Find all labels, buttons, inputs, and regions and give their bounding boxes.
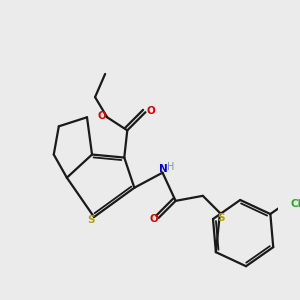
- Text: S: S: [87, 215, 94, 225]
- Text: O: O: [149, 214, 158, 224]
- Text: S: S: [217, 213, 224, 223]
- Text: O: O: [98, 111, 106, 121]
- Text: H: H: [167, 162, 174, 172]
- Text: Cl: Cl: [290, 200, 300, 209]
- Text: O: O: [146, 106, 155, 116]
- Text: N: N: [159, 164, 167, 173]
